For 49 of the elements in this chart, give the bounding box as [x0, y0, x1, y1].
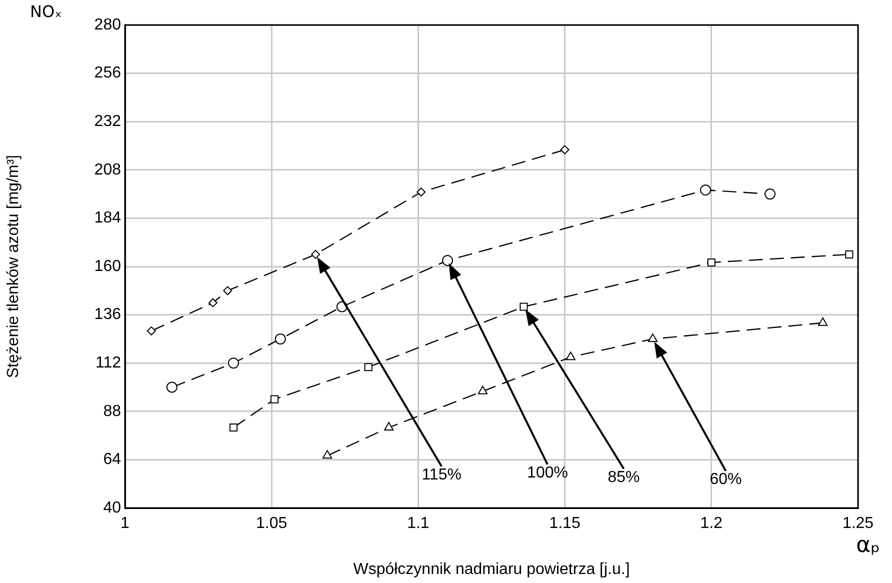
annotation: 60% [710, 470, 742, 488]
point [566, 352, 576, 360]
point [384, 422, 394, 430]
text: αₚ [856, 533, 880, 558]
point [700, 184, 712, 196]
x-tick-label: 1 [120, 515, 130, 532]
point [229, 423, 238, 432]
point [228, 358, 239, 369]
y-tick-label: 208 [94, 161, 122, 178]
point [818, 317, 828, 326]
point [560, 145, 570, 154]
annotation: 85% [608, 468, 640, 486]
annotation: 100% [527, 464, 568, 482]
x-tick-label: 1.2 [700, 515, 723, 532]
x-axis-title: Współczynnik nadmiaru powietrza [j.u.] [353, 560, 630, 578]
x-tick-label: 1.05 [256, 515, 288, 532]
point [764, 188, 776, 200]
x-tick-label: 1.1 [407, 515, 430, 532]
point [166, 382, 178, 393]
point [648, 333, 658, 342]
y-tick-label: 64 [103, 451, 122, 468]
point [416, 188, 426, 197]
y-tick-label: 136 [94, 306, 122, 324]
point [322, 450, 332, 459]
point [364, 363, 372, 372]
point [707, 258, 716, 267]
point [520, 302, 528, 311]
annotation: 115% [422, 466, 462, 484]
y-axis-title: Stężenie tlenków azotu [mg/m³] [5, 154, 22, 378]
point [274, 333, 286, 344]
y-tick-label: 40 [103, 499, 122, 516]
point [478, 386, 488, 394]
y-tick-label: 112 [95, 354, 122, 372]
y-tick-label: 232 [94, 113, 122, 130]
y-tick-label: 256 [94, 64, 122, 82]
point [146, 326, 156, 336]
point [311, 250, 320, 259]
point [208, 298, 218, 308]
y-tick-label: 184 [94, 210, 122, 227]
y-tick-label: 280 [94, 16, 122, 34]
x-tick-label: 1.15 [549, 515, 580, 532]
point [270, 395, 279, 404]
point [223, 286, 232, 296]
point [845, 250, 854, 258]
point [442, 254, 454, 266]
x-tick-label: 1.25 [842, 515, 874, 532]
y-tick-label: 88 [103, 402, 122, 420]
y-tick-label: 160 [94, 258, 122, 275]
text: NOₓ [30, 2, 62, 21]
